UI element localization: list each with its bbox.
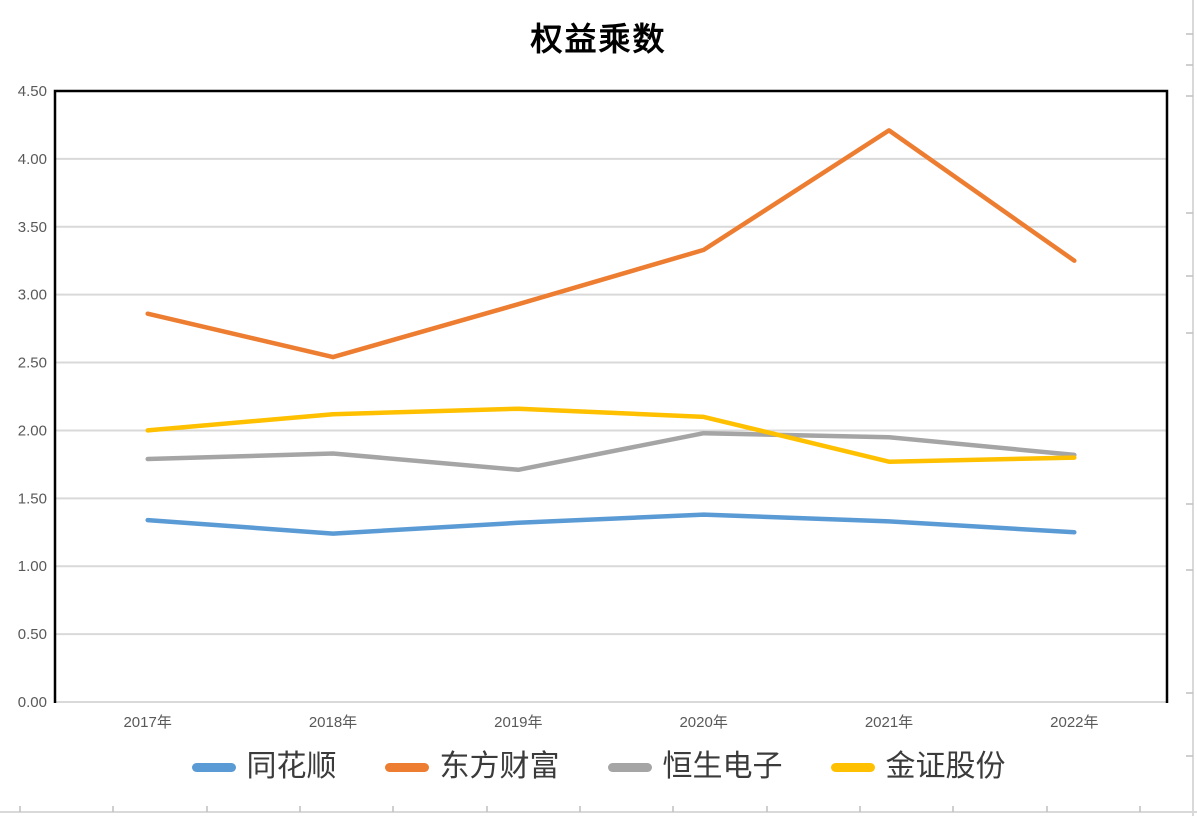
x-axis-tick-label[interactable]: 2017年 (123, 714, 171, 731)
x-axis-tick-label[interactable]: 2022年 (1050, 714, 1098, 731)
y-axis-tick-label[interactable]: 2.50 (18, 355, 47, 372)
legend-item-金证股份[interactable]: 金证股份 (830, 750, 1006, 783)
y-axis-tick-label[interactable]: 3.00 (18, 287, 47, 304)
series-line-同花顺[interactable] (145, 512, 1077, 536)
legend-line-marker (830, 762, 875, 772)
legend-line-marker (607, 762, 652, 772)
y-axis-tick-label[interactable]: 2.00 (18, 422, 47, 439)
y-axis-tick-label[interactable]: 4.50 (18, 83, 47, 100)
legend-label: 金证股份 (885, 750, 1006, 783)
chart-title[interactable]: 权益乘数 (530, 21, 667, 57)
x-axis-tick-label[interactable]: 2018年 (309, 714, 357, 731)
legend-label: 恒生电子 (662, 750, 783, 783)
legend-line-marker (384, 762, 429, 772)
plot-area-border (53, 89, 1169, 703)
legend-item-同花顺[interactable]: 同花顺 (191, 750, 337, 783)
x-axis-tick-label[interactable]: 2021年 (865, 714, 913, 731)
y-axis-tick-label[interactable]: 1.50 (18, 490, 47, 507)
y-axis-tick-label[interactable]: 0.50 (18, 626, 47, 643)
legend-label: 东方财富 (439, 750, 560, 783)
legend-line-marker (191, 762, 236, 772)
chart-legend: 同花顺 东方财富 恒生电子 金证股份 (30, 740, 1167, 794)
series-line-金证股份[interactable] (145, 406, 1077, 464)
y-axis-tick-label[interactable]: 4.00 (18, 151, 47, 168)
series-line-恒生电子[interactable] (145, 430, 1077, 473)
legend-item-恒生电子[interactable]: 恒生电子 (607, 750, 783, 783)
y-axis-tick-label[interactable]: 3.50 (18, 219, 47, 236)
legend-item-东方财富[interactable]: 东方财富 (384, 750, 560, 783)
legend-label: 同花顺 (246, 750, 337, 783)
y-axis-tick-label[interactable]: 1.00 (18, 558, 47, 575)
y-axis-tick-label[interactable]: 0.00 (18, 694, 47, 711)
series-line-东方财富[interactable] (145, 128, 1077, 360)
x-axis-tick-label[interactable]: 2019年 (494, 714, 542, 731)
x-axis-tick-label[interactable]: 2020年 (679, 714, 727, 731)
